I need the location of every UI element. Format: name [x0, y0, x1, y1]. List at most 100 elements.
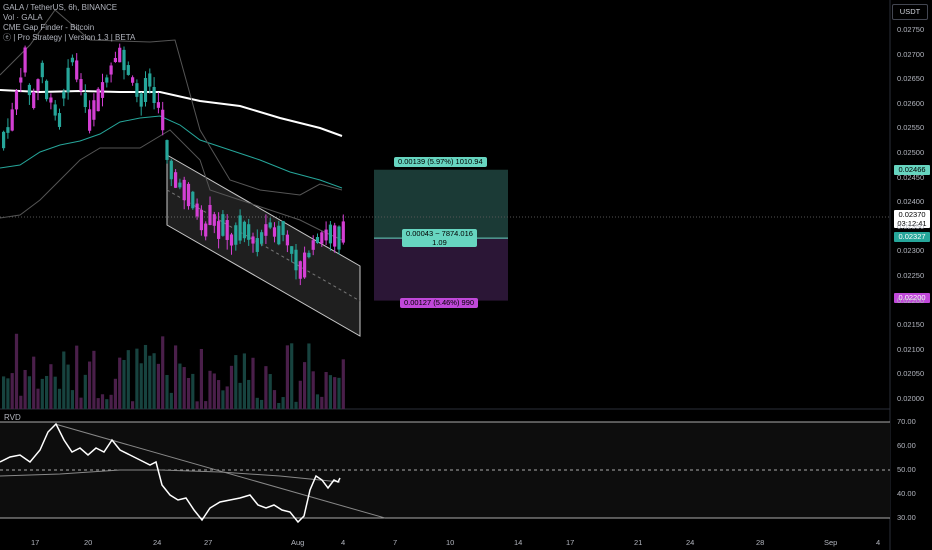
pro-strategy-indicator-label[interactable]: ⓔ | Pro Strategy | Version 1.3 | BETA	[3, 33, 136, 42]
candle-body	[40, 62, 44, 78]
volume-bar	[195, 401, 199, 409]
volume-bar	[131, 401, 135, 409]
candle-body	[165, 140, 169, 160]
legend: GALA / TetherUS, 6h, BINANCE Vol · GALA …	[3, 3, 135, 43]
volume-bar	[148, 355, 152, 409]
stop-price-tag: 0.02200	[894, 293, 930, 303]
rvd-pane-title[interactable]: RVD	[4, 413, 21, 422]
volume-bar	[298, 380, 302, 409]
rvd-axis-tick: 50.00	[897, 465, 916, 474]
candle-body	[337, 226, 341, 250]
time-axis-tick: 4	[341, 538, 346, 547]
candle-body	[320, 232, 324, 244]
volume-bar	[92, 350, 96, 409]
currency-button[interactable]: USDT	[892, 4, 928, 20]
rvd-signal	[0, 469, 341, 483]
price-axis-tick: 0.02050	[897, 369, 925, 379]
rvd-axis-tick: 40.00	[897, 489, 916, 498]
candle-body	[199, 209, 203, 231]
time-axis-tick: 24	[153, 538, 162, 547]
volume-bar	[225, 386, 229, 409]
volume-bar	[337, 377, 341, 409]
volume-bar	[75, 345, 79, 409]
candle-body	[234, 225, 238, 245]
volume-bar	[221, 390, 225, 409]
channel-midline	[166, 189, 361, 302]
candle-body	[247, 224, 251, 240]
volume-bar	[122, 359, 126, 409]
candle-body	[195, 203, 199, 217]
time-axis-tick: 4	[876, 538, 881, 547]
candle-body	[79, 79, 83, 91]
candle-body	[191, 191, 195, 209]
volume-bar	[27, 376, 31, 409]
volume-bar	[10, 373, 14, 409]
rvd-line	[0, 422, 341, 524]
price-axis-tick: 0.02350	[897, 221, 925, 231]
position-profit-label[interactable]: 0.00139 (5.97%) 1010.94	[394, 157, 487, 167]
volume-bar	[66, 364, 70, 409]
candle-body	[238, 215, 242, 241]
position-loss-label[interactable]: 0.00127 (5.46%) 990	[400, 298, 479, 308]
price-axis-tick: 0.02100	[897, 344, 925, 354]
time-axis-tick: 20	[84, 538, 93, 547]
volume-bar	[294, 401, 298, 409]
time-axis-tick: Aug	[291, 538, 305, 547]
volume-bar	[165, 374, 169, 409]
candle-body	[242, 221, 246, 239]
candle-body	[290, 246, 294, 254]
candle-body	[49, 97, 53, 103]
volume-bar	[23, 369, 27, 409]
candle-body	[217, 221, 221, 239]
volume-bar	[208, 370, 212, 409]
volume-indicator-label[interactable]: Vol · GALA	[3, 13, 43, 22]
upper-band	[0, 9, 343, 196]
volume-bar	[113, 378, 117, 409]
time-axis-tick: Sep	[824, 538, 838, 547]
entry-price-tag: 0.02327	[894, 232, 930, 242]
volume-bar	[169, 392, 173, 409]
position-mid-line2: 1.09	[432, 238, 447, 247]
volume-bar	[290, 343, 294, 409]
candle-body	[156, 102, 160, 108]
candle-body	[70, 57, 74, 63]
candle-body	[341, 221, 345, 243]
candle-body	[32, 91, 36, 109]
candle-body	[53, 104, 57, 116]
volume-bar	[199, 348, 203, 409]
candle-body	[264, 224, 268, 236]
candle-body	[178, 182, 182, 188]
candle-body	[143, 78, 148, 102]
symbol-title[interactable]: GALA / TetherUS, 6h, BINANCE	[3, 3, 118, 12]
volume-bar	[161, 336, 165, 409]
candle-body	[161, 109, 165, 131]
candle-body	[66, 67, 70, 93]
price-axis-tick: 0.02200	[897, 295, 925, 305]
candle-body	[229, 234, 234, 246]
candle-body	[328, 224, 332, 244]
rvd-axis-tick: 30.00	[897, 513, 916, 522]
price-axis-tick: 0.02600	[897, 98, 925, 108]
volume-bar	[100, 394, 105, 409]
candle-body	[152, 87, 156, 103]
candle-body	[83, 92, 87, 108]
volume-bar	[247, 379, 251, 409]
volume-bar	[96, 398, 100, 409]
cme-gap-indicator-label[interactable]: CME Gap Finder - Bitcoin	[3, 23, 95, 32]
position-mid-label[interactable]: 0.00043 ~ 7874.016 1.09	[402, 229, 477, 247]
volume-bar	[204, 401, 208, 409]
candle-body	[260, 232, 264, 244]
candle-body	[169, 160, 173, 180]
candle-body	[182, 179, 186, 201]
candle-body	[92, 100, 96, 120]
candle-body	[109, 65, 113, 75]
volume-bar	[126, 350, 130, 409]
volume-bar	[311, 371, 315, 409]
candle-body	[118, 47, 122, 63]
price-axis-tick: 0.02550	[897, 123, 925, 133]
candle-body	[204, 223, 208, 237]
volume-bar	[118, 357, 122, 409]
candle-body	[139, 93, 143, 107]
volume-bar	[333, 377, 337, 409]
